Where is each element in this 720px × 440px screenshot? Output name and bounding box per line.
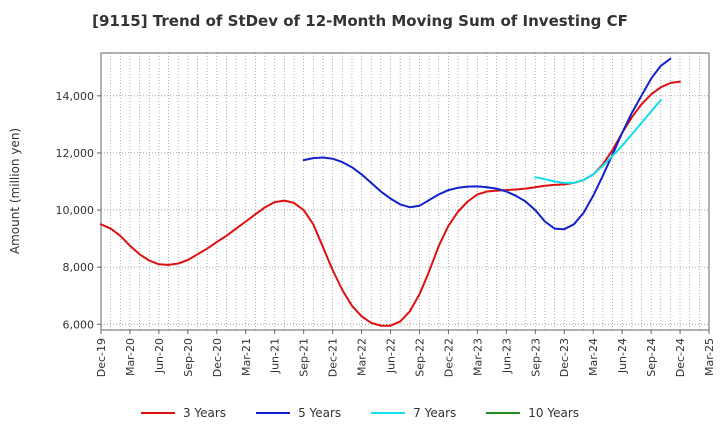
y-tick-label: 10,000 <box>56 204 95 217</box>
y-axis-title: Amount (million yen) <box>8 128 22 254</box>
legend-label: 10 Years <box>528 406 580 420</box>
plot-frame <box>100 52 710 331</box>
x-tick-label: Jun-20 <box>153 338 166 374</box>
series-line-7-years <box>534 99 662 184</box>
y-axis: 6,000 8,000 10,000 12,000 14,000 <box>56 90 101 331</box>
x-tick-label: Dec-20 <box>211 338 224 377</box>
y-tick-label: 12,000 <box>56 147 95 160</box>
x-tick-label: Jun-23 <box>500 338 513 374</box>
x-tick-label: Sep-20 <box>182 338 195 377</box>
x-tick-label: Dec-21 <box>327 338 340 377</box>
grid <box>101 53 709 330</box>
y-tick-label: 14,000 <box>56 90 95 103</box>
x-tick-label: Dec-24 <box>674 338 687 377</box>
x-axis: Dec-19 Mar-20 Jun-20 Sep-20 Dec-20 Mar-21 Jun-… <box>95 330 716 377</box>
chart-title: [9115] Trend of StDev of 12-Month Moving… <box>92 12 628 30</box>
x-tick-label: Jun-21 <box>269 338 282 374</box>
x-tick-label: Dec-23 <box>558 338 571 377</box>
x-tick-label: Mar-22 <box>356 338 369 376</box>
x-tick-label: Sep-22 <box>413 338 426 377</box>
series-lines <box>100 57 681 327</box>
x-tick-label: Jun-24 <box>616 338 629 374</box>
legend-swatch <box>371 412 406 414</box>
legend-item: 10 Years <box>486 406 579 420</box>
legend-item: 3 Years <box>140 406 227 420</box>
x-tick-label: Mar-23 <box>471 338 484 376</box>
legend-swatch <box>486 412 521 414</box>
legend: 3 Years 5 Years 7 Years 10 Years <box>0 406 720 420</box>
x-tick-label: Sep-23 <box>529 338 542 377</box>
x-tick-label: Sep-21 <box>298 338 311 377</box>
legend-item: 5 Years <box>256 406 341 420</box>
x-tick-label: Sep-24 <box>645 338 658 377</box>
x-tick-label: Jun-22 <box>385 338 398 374</box>
y-tick-label: 8,000 <box>63 261 95 274</box>
x-tick-label: Mar-20 <box>124 338 137 376</box>
y-tick-label: 6,000 <box>63 318 95 331</box>
x-tick-label: Dec-22 <box>442 338 455 377</box>
legend-label: 7 Years <box>413 406 457 420</box>
x-tick-label: Mar-24 <box>587 338 600 376</box>
x-tick-label: Dec-19 <box>95 338 108 377</box>
line-chart: 6,000 8,000 10,000 12,000 14,000 Dec-19 Mar-2… <box>8 52 716 377</box>
series-line-5-years <box>302 57 672 231</box>
x-tick-label: Mar-21 <box>240 338 253 376</box>
legend-swatch <box>140 412 175 414</box>
legend-swatch <box>256 412 291 414</box>
legend-label: 5 Years <box>298 406 342 420</box>
legend-label: 3 Years <box>182 406 227 420</box>
x-tick-label: Mar-25 <box>703 338 716 376</box>
legend-item: 7 Years <box>371 406 456 420</box>
